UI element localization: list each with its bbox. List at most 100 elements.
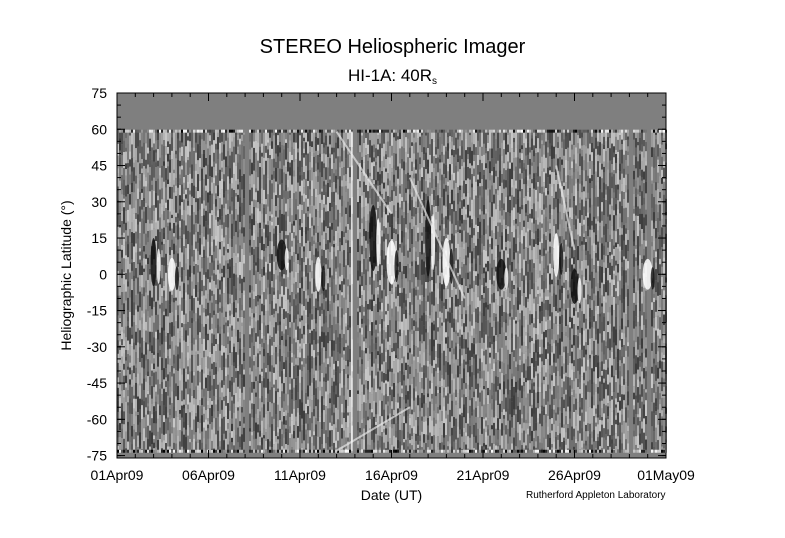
intensity-cell	[249, 356, 251, 368]
intensity-cell	[153, 131, 155, 144]
intensity-cell	[347, 154, 349, 168]
intensity-cell	[325, 322, 327, 336]
intensity-cell	[317, 343, 319, 353]
intensity-cell	[325, 226, 327, 234]
intensity-cell	[275, 240, 277, 257]
intensity-cell	[267, 149, 269, 158]
intensity-cell	[263, 427, 265, 436]
edge-cell	[407, 129, 409, 133]
intensity-cell	[307, 273, 309, 290]
edge-cell	[359, 129, 361, 133]
intensity-cell	[407, 416, 409, 432]
intensity-cell	[311, 319, 313, 331]
intensity-cell	[211, 333, 213, 344]
intensity-cell	[207, 202, 209, 212]
intensity-cell	[189, 141, 191, 152]
intensity-cell	[383, 259, 385, 269]
intensity-cell	[143, 341, 145, 355]
intensity-cell	[229, 131, 231, 149]
intensity-cell	[231, 223, 233, 240]
intensity-cell	[271, 355, 273, 359]
edge-cell	[363, 129, 365, 133]
intensity-cell	[211, 182, 213, 194]
intensity-cell	[129, 344, 131, 356]
intensity-cell	[253, 327, 255, 333]
intensity-cell	[251, 219, 253, 231]
intensity-cell	[223, 237, 225, 243]
intensity-cell	[187, 214, 189, 231]
intensity-cell	[183, 408, 185, 422]
intensity-cell	[395, 277, 397, 287]
intensity-cell	[263, 131, 265, 147]
intensity-cell	[145, 254, 147, 259]
intensity-cell	[395, 229, 397, 235]
intensity-cell	[197, 300, 199, 308]
intensity-cell	[177, 354, 179, 371]
intensity-cell	[271, 300, 273, 315]
intensity-cell	[365, 247, 367, 259]
intensity-cell	[331, 295, 333, 311]
intensity-cell	[193, 337, 195, 345]
edge-cell	[129, 449, 131, 453]
intensity-cell	[213, 195, 215, 205]
intensity-cell	[211, 429, 213, 441]
intensity-cell	[385, 327, 387, 333]
intensity-cell	[399, 429, 401, 442]
intensity-cell	[333, 131, 335, 148]
intensity-cell	[253, 291, 255, 300]
intensity-cell	[305, 389, 307, 393]
intensity-cell	[411, 161, 413, 172]
intensity-cell	[239, 232, 241, 246]
intensity-cell	[345, 265, 347, 278]
intensity-cell	[361, 323, 363, 328]
intensity-cell	[255, 152, 257, 160]
intensity-cell	[279, 152, 281, 162]
intensity-cell	[409, 189, 411, 195]
intensity-cell	[261, 156, 263, 169]
edge-cell	[167, 129, 169, 133]
intensity-cell	[273, 345, 275, 353]
edge-cell	[187, 129, 189, 133]
intensity-cell	[163, 315, 165, 331]
intensity-cell	[149, 230, 151, 240]
intensity-cell	[309, 265, 311, 273]
intensity-cell	[315, 143, 317, 151]
intensity-cell	[147, 403, 149, 407]
intensity-cell	[261, 289, 263, 295]
intensity-cell	[347, 224, 349, 231]
intensity-cell	[391, 213, 393, 225]
intensity-cell	[343, 359, 345, 370]
intensity-cell	[331, 222, 333, 230]
intensity-cell	[213, 152, 215, 162]
intensity-cell	[293, 149, 295, 162]
intensity-cell	[229, 179, 231, 184]
intensity-cell	[125, 138, 127, 148]
intensity-cell	[139, 275, 141, 287]
intensity-cell	[143, 390, 145, 402]
intensity-cell	[291, 255, 293, 272]
edge-cell	[165, 129, 167, 133]
intensity-cell	[241, 378, 243, 393]
intensity-cell	[163, 220, 165, 228]
intensity-cell	[135, 376, 137, 383]
intensity-cell	[169, 186, 171, 199]
intensity-cell	[325, 211, 327, 227]
intensity-cell	[187, 389, 189, 395]
intensity-cell	[333, 220, 335, 237]
intensity-cell	[171, 427, 173, 434]
edge-cell	[297, 449, 299, 453]
edge-cell	[271, 129, 273, 133]
intensity-cell	[143, 246, 145, 252]
intensity-cell	[157, 300, 159, 315]
intensity-cell	[367, 285, 369, 291]
intensity-cell	[279, 397, 281, 411]
intensity-cell	[223, 159, 225, 175]
intensity-cell	[291, 329, 293, 344]
intensity-cell	[289, 167, 291, 176]
edge-cell	[209, 449, 211, 453]
intensity-cell	[205, 430, 207, 445]
intensity-cell	[143, 174, 145, 187]
intensity-cell	[325, 335, 327, 352]
intensity-cell	[195, 285, 197, 297]
intensity-cell	[337, 156, 339, 173]
